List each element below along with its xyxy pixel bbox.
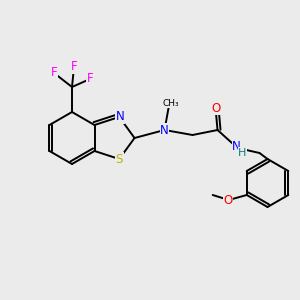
Text: N: N (160, 124, 169, 136)
Text: O: O (211, 101, 220, 115)
Text: F: F (71, 61, 77, 74)
Text: F: F (87, 73, 93, 85)
Text: N: N (116, 110, 124, 124)
Text: O: O (223, 194, 232, 206)
Text: S: S (116, 152, 123, 166)
Text: CH₃: CH₃ (162, 98, 179, 107)
Text: F: F (51, 67, 57, 80)
Text: H: H (238, 148, 247, 158)
Text: N: N (232, 140, 241, 154)
